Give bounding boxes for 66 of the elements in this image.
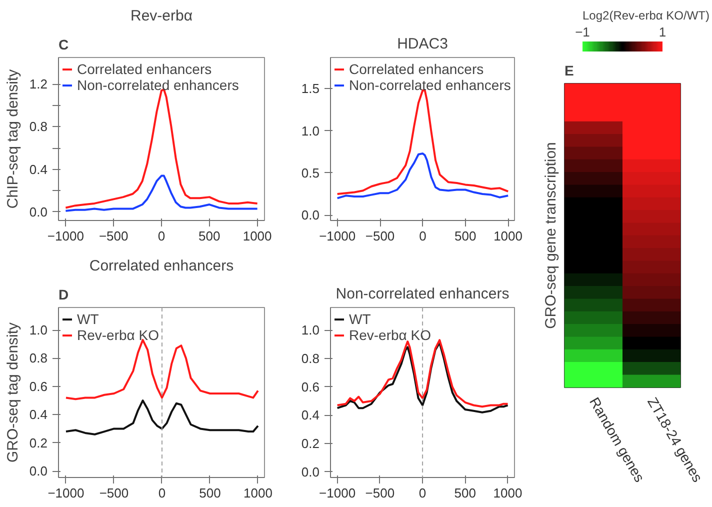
chart-title: Correlated enhancers	[89, 258, 234, 274]
x-tick-label: −500	[99, 486, 129, 500]
line-series	[336, 89, 510, 195]
legend-label: Rev-erbα KO	[77, 327, 160, 343]
legend-label: Non-correlated enhancers	[349, 77, 511, 93]
y-tick-label: 0.2	[301, 436, 320, 451]
x-tick-label: 0	[158, 228, 166, 244]
line-series	[64, 400, 259, 436]
x-tick-label: 1000	[493, 486, 522, 500]
x-tick-label: 0	[419, 228, 426, 244]
legend-label: Correlated enhancers	[77, 61, 212, 77]
y-axis-title: ChIP-seq tag density	[4, 68, 22, 209]
x-tick-label: −1000	[48, 486, 84, 500]
chart-title: Non-correlated enhancers	[336, 286, 510, 302]
y-tick-label: 1.0	[301, 322, 320, 338]
y-tick-label: 0.8	[29, 119, 48, 134]
y-tick-label: 0.2	[29, 435, 48, 450]
line-series	[336, 152, 510, 200]
y-tick-label: 0.4	[29, 407, 48, 422]
line-series	[64, 174, 258, 212]
x-tick-label: 500	[199, 486, 221, 500]
text: E	[564, 62, 574, 78]
y-tick-label: 0.8	[301, 351, 320, 366]
y-axis-title: GRO-seq gene transcription	[542, 142, 560, 329]
chart-title: HDAC3	[397, 36, 448, 52]
y-tick-label: 0.6	[301, 379, 320, 394]
x-tick-label: −500	[98, 228, 128, 244]
y-tick-label: 0.6	[29, 378, 48, 394]
y-tick-label: 1.5	[301, 81, 320, 96]
y-tick-label: 0.4	[301, 408, 320, 423]
x-tick-label: 1000	[244, 486, 272, 500]
x-tick-label: 0	[418, 486, 426, 500]
x-tick-label: 0	[158, 486, 166, 500]
x-tick-label: −500	[365, 228, 395, 244]
x-tick-label: −1000	[319, 228, 356, 244]
line-series	[64, 338, 259, 400]
x-tick-label: 500	[198, 228, 220, 244]
y-tick-label: 0.0	[29, 464, 48, 479]
legend-label: Correlated enhancers	[349, 61, 484, 77]
x-tick-label: −1000	[319, 486, 356, 500]
legend-label: WT	[349, 311, 371, 327]
x-tick-label: 500	[454, 228, 476, 244]
y-tick-label: 1.0	[29, 322, 48, 338]
x-tick-label: 1000	[242, 228, 272, 244]
x-tick-label: −500	[365, 486, 395, 500]
color-bar-label: 1	[658, 24, 666, 40]
legend-label: WT	[77, 311, 99, 327]
y-tick-label: 0.4	[29, 162, 48, 177]
chart-title: Rev-erbα	[130, 8, 193, 24]
y-tick-label: 0.0	[301, 208, 320, 223]
legend-label: Rev-erbα KO	[349, 327, 432, 343]
x-tick-label: 500	[454, 486, 476, 500]
y-tick-label: 0.5	[301, 165, 320, 180]
y-axis-title: GRO-seq tag density	[4, 322, 22, 463]
color-bar-label: −1	[575, 24, 590, 40]
y-tick-label: 0.0	[301, 464, 320, 480]
y-tick-label: 1.0	[301, 123, 320, 138]
legend-label: Non-correlated enhancers	[77, 77, 239, 93]
text: C	[58, 36, 69, 52]
x-tick-label: 1000	[494, 228, 522, 244]
y-tick-label: 1.2	[29, 76, 48, 92]
text: D	[58, 286, 69, 302]
y-tick-label: 0.0	[29, 204, 48, 220]
color-bar-title: Log2(Rev-erbα KO/WT)	[582, 8, 710, 22]
y-tick-label: 0.8	[29, 350, 48, 366]
x-tick-label: −1000	[47, 228, 84, 244]
